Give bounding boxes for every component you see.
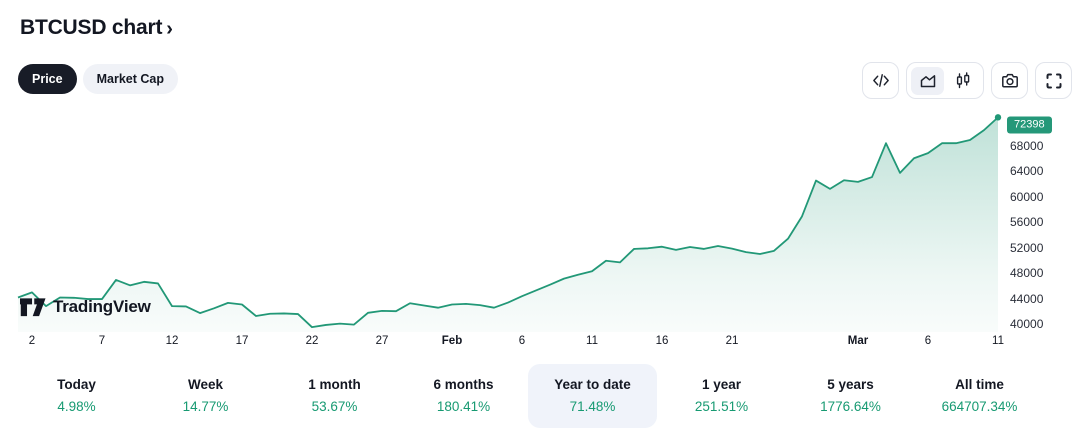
stat-value: 14.77%: [182, 399, 229, 414]
stat-value: 1776.64%: [820, 399, 881, 414]
stat-value: 180.41%: [436, 399, 491, 414]
x-axis-label: 6: [924, 335, 932, 347]
chevron-right-icon: ›: [166, 17, 173, 40]
stat-period-year-to-date[interactable]: Year to date 71.48%: [528, 364, 657, 428]
fullscreen-icon: [1046, 73, 1061, 88]
x-axis-label: 7: [98, 335, 106, 347]
stat-period-5-years[interactable]: 5 years 1776.64%: [786, 364, 915, 428]
stat-value: 4.98%: [57, 399, 96, 414]
stat-label: 1 month: [308, 377, 361, 392]
stat-label: Today: [57, 377, 96, 392]
symbol-title: BTCUSD chart: [20, 16, 163, 39]
stat-value: 53.67%: [311, 399, 358, 414]
stat-period-week[interactable]: Week 14.77%: [141, 364, 270, 428]
x-axis-label: 6: [518, 335, 526, 347]
y-axis-label: 68000: [1010, 138, 1044, 153]
stat-label: 5 years: [827, 377, 874, 392]
x-axis-label: 16: [655, 335, 669, 347]
y-axis-label: 56000: [1010, 215, 1044, 230]
screenshot-button[interactable]: [991, 62, 1028, 99]
stat-value: 251.51%: [694, 399, 749, 414]
stat-label: 1 year: [701, 377, 742, 392]
embed-code-button[interactable]: [862, 62, 899, 99]
stat-period-all-time[interactable]: All time 664707.34%: [915, 364, 1044, 428]
tradingview-logo-text: TradingView: [53, 297, 151, 316]
y-axis-label: 48000: [1010, 266, 1044, 281]
price-area-chart: [17, 114, 1002, 332]
y-axis-label: 64000: [1010, 164, 1044, 178]
camera-icon: [1001, 73, 1018, 87]
stat-value: 71.48%: [569, 399, 616, 414]
tradingview-logo-icon: [20, 297, 46, 316]
price-tab[interactable]: Price: [18, 64, 77, 94]
stat-label: 6 months: [433, 377, 494, 392]
period-stats-row: Today 4.98% Week 14.77% 1 month 53.67% 6 month…: [12, 364, 1044, 428]
area-chart-icon: [920, 74, 935, 87]
x-axis-label: Mar: [847, 335, 869, 347]
last-price-badge: 72398: [1007, 116, 1052, 134]
stat-period-6-months[interactable]: 6 months 180.41%: [399, 364, 528, 428]
x-axis-label: Feb: [441, 335, 463, 347]
x-axis-label: 11: [586, 335, 598, 347]
stat-label: Week: [187, 377, 224, 392]
chart-type-switcher: [906, 62, 984, 99]
candlestick-chart-icon: [956, 71, 969, 88]
x-axis-label: 11: [992, 335, 1004, 347]
y-axis-label: 44000: [1010, 291, 1044, 306]
x-axis-label: 27: [375, 335, 389, 347]
x-axis-label: 22: [305, 335, 319, 347]
view-switcher: Price Market Cap: [18, 64, 178, 94]
last-price-dot: [994, 114, 1002, 121]
y-axis-label: 60000: [1010, 189, 1044, 204]
stat-label: All time: [955, 377, 1004, 392]
market-cap-tab[interactable]: Market Cap: [82, 64, 178, 94]
chart-area[interactable]: 68000 64000 60000 56000 52000 48000 44000 40000…: [0, 108, 1080, 354]
x-axis-label: 12: [165, 335, 179, 347]
stat-label: Year to date: [554, 377, 631, 392]
stat-period-1-month[interactable]: 1 month 53.67%: [270, 364, 399, 428]
chart-toolbar: [862, 62, 1072, 99]
stat-value: 664707.34%: [941, 399, 1018, 414]
y-axis-label: 40000: [1010, 317, 1044, 332]
fullscreen-button[interactable]: [1035, 62, 1072, 99]
x-axis-label: 2: [28, 335, 36, 347]
area-chart-type-button[interactable]: [911, 66, 944, 95]
embed-code-icon: [872, 74, 889, 87]
x-axis-label: 17: [235, 335, 249, 347]
stat-period-today[interactable]: Today 4.98%: [12, 364, 141, 428]
page-title[interactable]: BTCUSD chart ›: [20, 16, 173, 40]
x-axis-label: 21: [725, 335, 739, 347]
stat-period-1-year[interactable]: 1 year 251.51%: [657, 364, 786, 428]
y-axis-label: 52000: [1010, 240, 1044, 255]
tradingview-logo[interactable]: TradingView: [20, 297, 151, 317]
candlestick-chart-type-button[interactable]: [946, 67, 979, 95]
